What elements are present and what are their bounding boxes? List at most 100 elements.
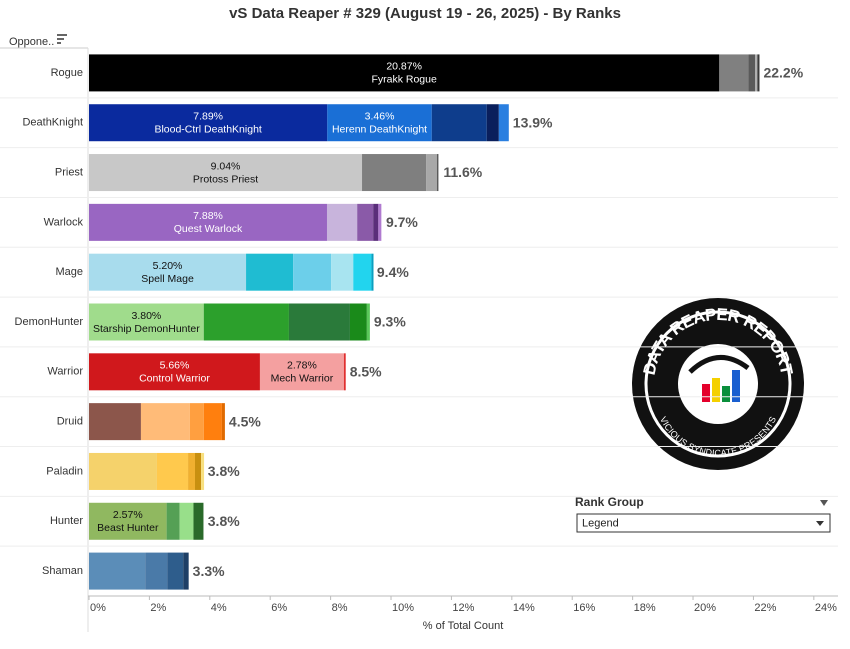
chart-title: vS Data Reaper # 329 (August 19 - 26, 20… — [229, 5, 621, 22]
segment-value-label: 2.57% — [113, 509, 143, 521]
total-label: 8.5% — [350, 364, 382, 380]
bar-segment — [349, 303, 367, 341]
bar-segment — [89, 154, 363, 192]
bar-segment — [203, 403, 222, 441]
filter-dropdown[interactable] — [576, 513, 831, 533]
segment-name-label: Protoss Priest — [193, 173, 258, 185]
logo-bar — [702, 384, 710, 402]
x-tick-label: 20% — [694, 602, 716, 614]
bar-segment — [373, 203, 379, 241]
total-label: 9.4% — [377, 264, 409, 280]
x-axis-label: % of Total Count — [423, 620, 504, 632]
bar-segment — [366, 303, 370, 341]
segment-name-label: Spell Mage — [141, 273, 194, 285]
y-tick-label: Mage — [55, 266, 83, 278]
total-label: 9.7% — [386, 214, 418, 230]
segment-value-label: 7.89% — [193, 111, 223, 123]
sort-icon[interactable] — [57, 34, 67, 44]
bar-segment — [755, 54, 758, 92]
logo-scythe — [688, 354, 750, 374]
total-label: 9.3% — [374, 314, 406, 330]
y-tick-label: DeathKnight — [22, 117, 83, 129]
y-tick-label: Paladin — [46, 465, 83, 477]
bar-segment — [378, 203, 382, 241]
bar-segment — [193, 502, 204, 540]
segment-value-label: 2.78% — [287, 360, 317, 372]
segment-name-label: Mech Warrior — [271, 373, 334, 385]
segment-value-label: 9.04% — [211, 160, 241, 172]
bar-segment — [203, 303, 289, 341]
bar-segment — [431, 104, 487, 142]
filter-menu-arrow[interactable] — [820, 500, 828, 506]
x-tick-label: 0% — [90, 602, 106, 614]
segment-name-label: Fyrakk Rogue — [371, 74, 437, 86]
bar-segment — [343, 353, 346, 391]
bar-segment — [201, 452, 205, 490]
segment-name-label: Beast Hunter — [97, 522, 159, 534]
total-label: 22.2% — [763, 65, 803, 81]
y-tick-label: DemonHunter — [15, 316, 84, 328]
bar-segment — [89, 452, 157, 490]
x-tick-label: 12% — [452, 602, 474, 614]
bar-segment — [719, 54, 749, 92]
y-tick-label: Priest — [55, 166, 83, 178]
y-tick-label: Warlock — [44, 216, 84, 228]
bar-segment — [757, 54, 760, 92]
bar-segment — [353, 253, 372, 291]
bar-segment — [288, 303, 350, 341]
total-label: 11.6% — [443, 164, 482, 180]
bar-segment — [156, 452, 189, 490]
bar-segment — [371, 253, 374, 291]
y-tick-label: Druid — [57, 416, 83, 428]
bar-segment — [183, 552, 189, 590]
bar-segment — [140, 403, 190, 441]
x-tick-label: 22% — [754, 602, 776, 614]
total-label: 3.3% — [193, 563, 225, 579]
segment-name-label: Starship DemonHunter — [93, 323, 200, 335]
segment-value-label: 3.80% — [131, 310, 161, 322]
y-tick-label: Hunter — [50, 515, 83, 527]
bar-segment — [89, 253, 247, 291]
bar-segment — [327, 104, 432, 142]
bar-segment — [246, 253, 294, 291]
bar-segment — [89, 203, 327, 241]
bar-segment — [331, 253, 354, 291]
logo: DATA REAPER REPORT VICIOUS SYNDICATE PRE… — [632, 298, 804, 470]
total-label: 4.5% — [229, 413, 261, 429]
logo-bar — [732, 370, 740, 402]
bar-segment — [293, 253, 332, 291]
logo-bar — [722, 386, 730, 402]
segment-value-label: 7.88% — [193, 210, 223, 222]
x-tick-label: 10% — [392, 602, 414, 614]
bar-segment — [89, 54, 720, 92]
bar-segment — [362, 154, 427, 192]
total-label: 3.8% — [208, 513, 240, 529]
filter-value: Legend — [582, 517, 619, 529]
bar-segment — [189, 403, 204, 441]
segment-value-label: 20.87% — [386, 61, 422, 73]
bar-segment — [179, 502, 194, 540]
bar-segment — [89, 104, 328, 142]
bar-segment — [89, 403, 141, 441]
dropdown-arrow — [816, 521, 824, 526]
bar-segment — [498, 104, 509, 142]
x-tick-label: 18% — [634, 602, 656, 614]
x-tick-label: 6% — [271, 602, 287, 614]
x-tick-label: 8% — [332, 602, 348, 614]
rank-group-filter: Rank Group Legend — [575, 495, 831, 533]
bar-segment — [486, 104, 499, 142]
bar-segment — [436, 154, 439, 192]
bar-segment — [259, 353, 344, 391]
bar-segment — [89, 303, 204, 341]
bar-segment — [188, 452, 196, 490]
bar-segment — [166, 502, 180, 540]
x-tick-label: 24% — [815, 602, 837, 614]
logo-ring — [644, 310, 792, 458]
total-label: 3.8% — [208, 463, 240, 479]
segment-value-label: 3.46% — [365, 111, 395, 123]
bar-segment — [145, 552, 168, 590]
segment-value-label: 5.20% — [153, 260, 183, 272]
segment-value-label: 5.66% — [160, 360, 190, 372]
segment-name-label: Herenn DeathKnight — [332, 124, 427, 136]
